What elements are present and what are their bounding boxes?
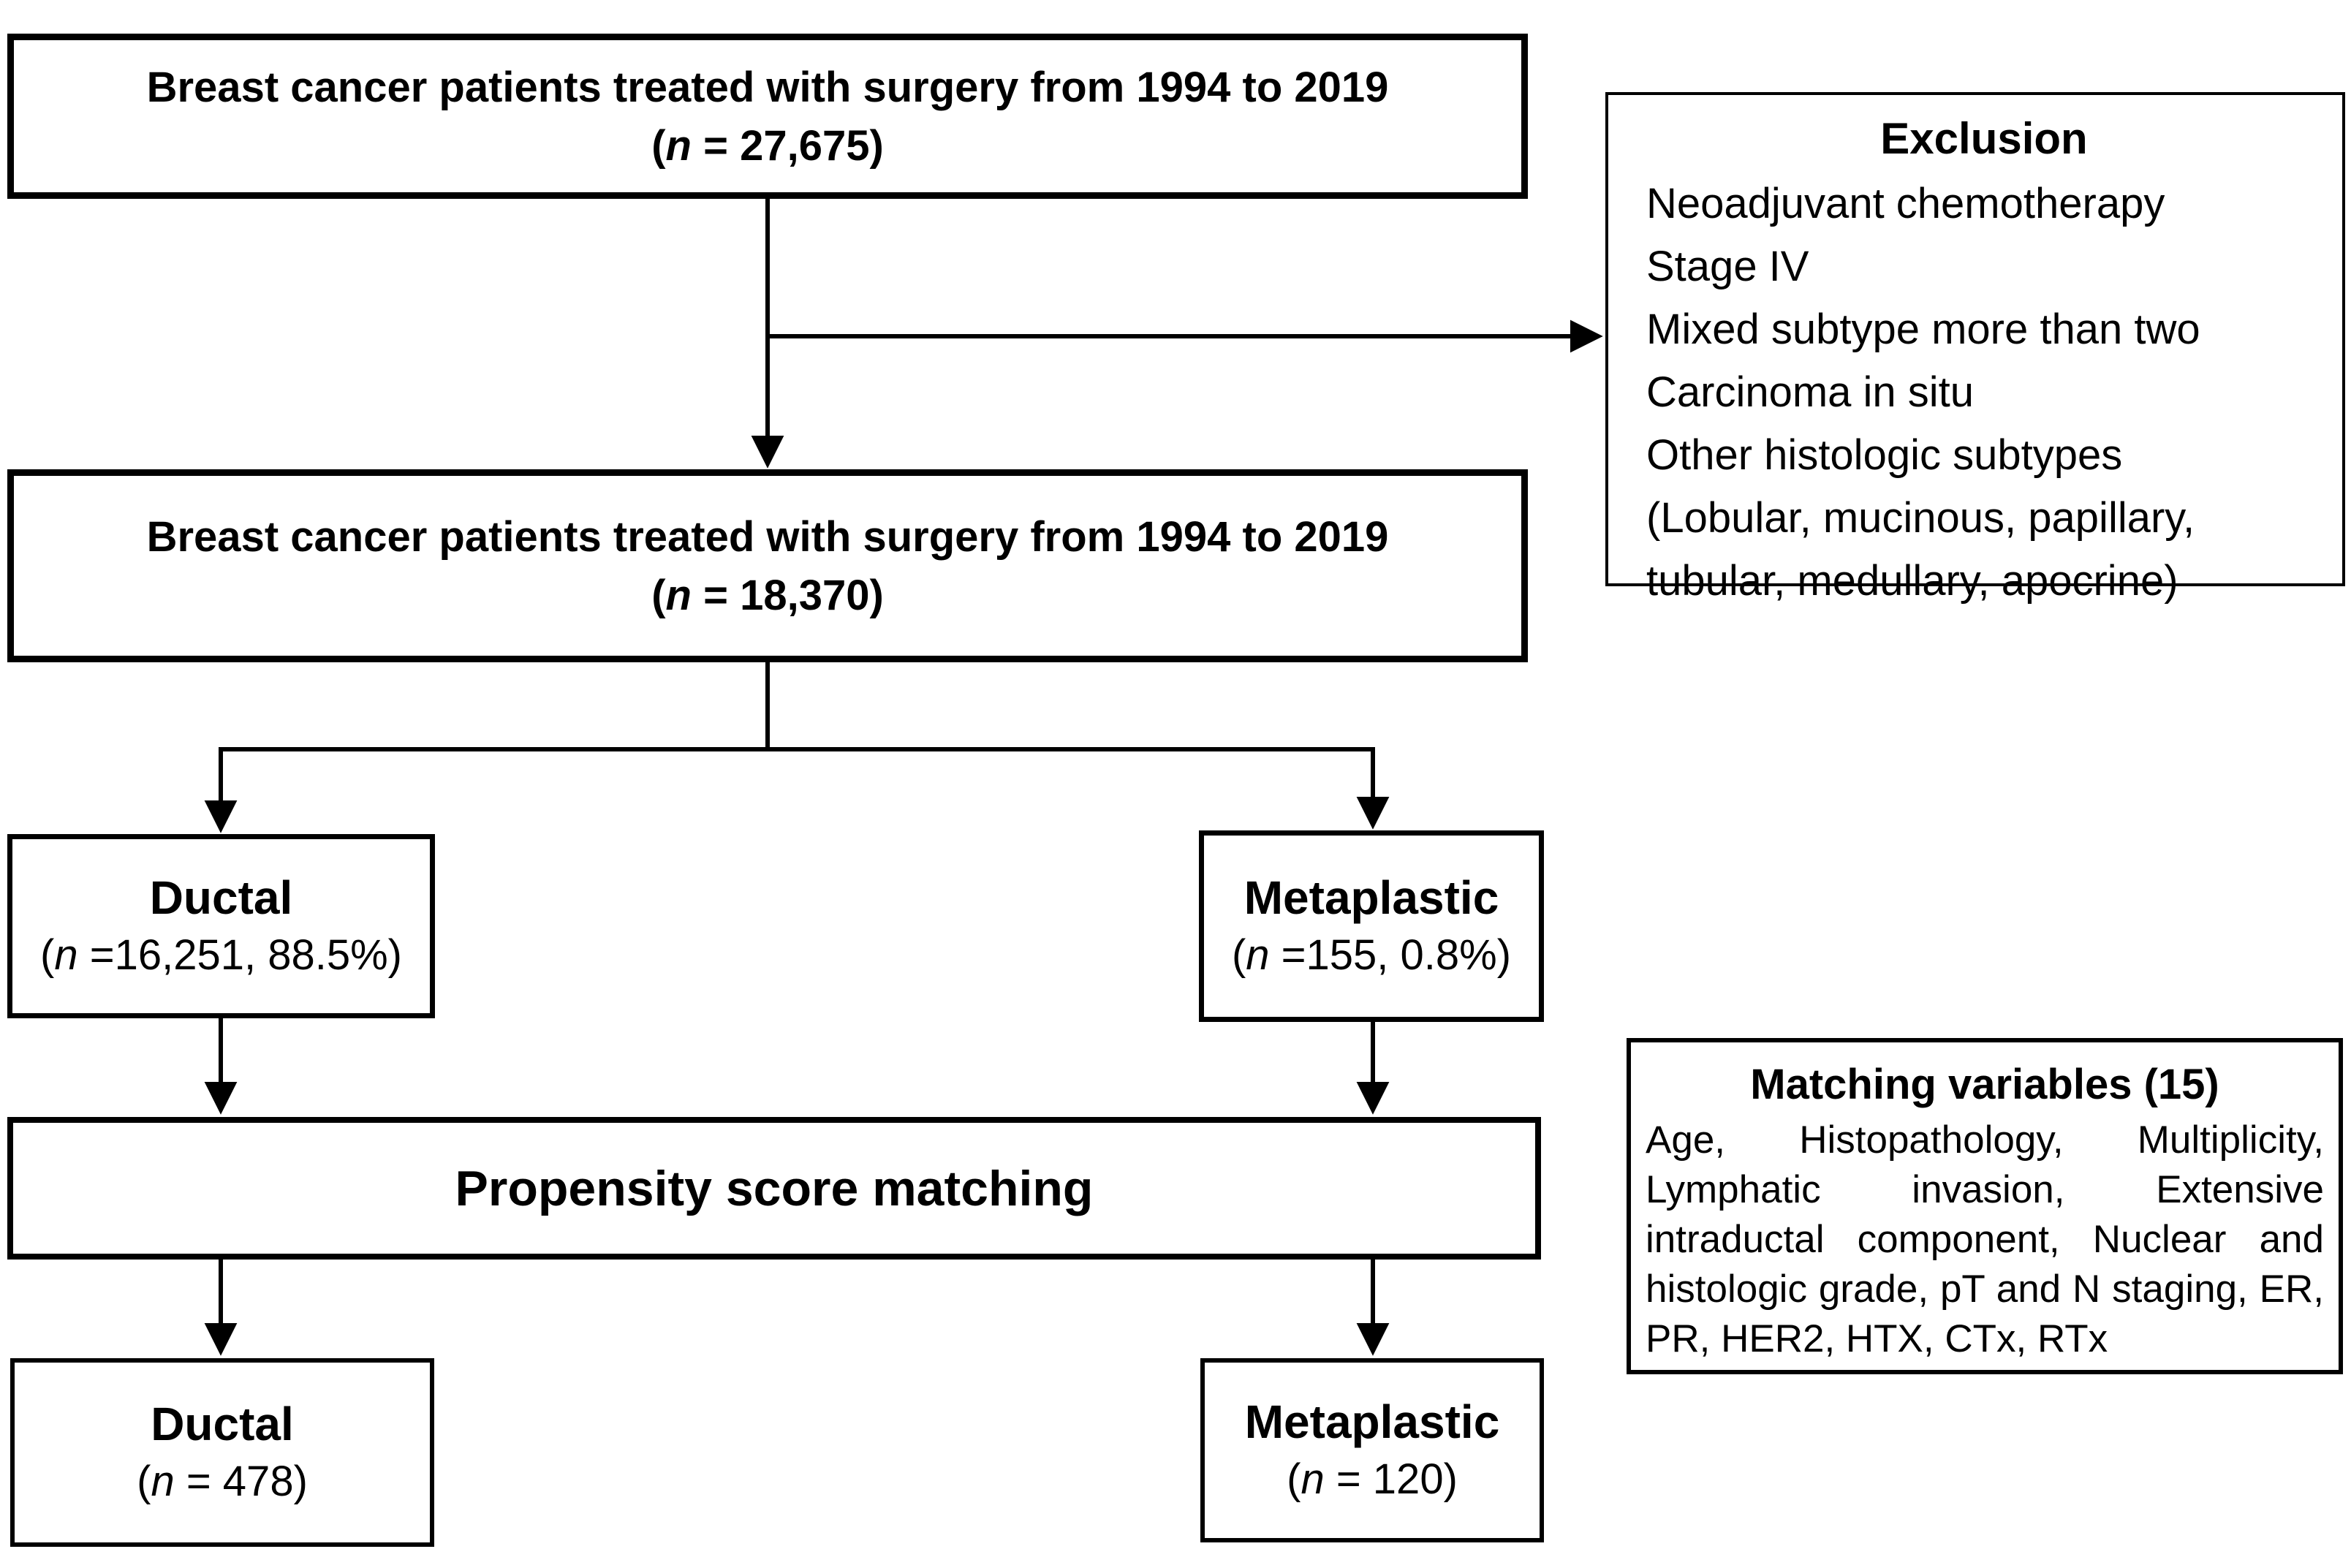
exclusion-item: Mixed subtype more than two bbox=[1646, 306, 2200, 353]
exclusion-item: tubular, medullary, apocrine) bbox=[1646, 557, 2178, 605]
exclusion-item: Other histologic subtypes bbox=[1646, 431, 2123, 479]
matching-variables-box: Matching variables (15) Age, Histopathol… bbox=[1627, 1038, 2343, 1374]
exclusion-box: Exclusion Neoadjuvant chemotherapy Stage… bbox=[1605, 92, 2345, 605]
metaplastic-matched-n: (n = 120) bbox=[1287, 1455, 1458, 1503]
matching-variables-title: Matching variables (15) bbox=[1750, 1061, 2219, 1108]
filtered-cohort-box: Breast cancer patients treated with surg… bbox=[7, 469, 1528, 662]
ductal-matched-box: Ductal (n = 478) bbox=[10, 1358, 434, 1547]
matching-variables-body: Age, Histopathology, Multiplicity, Lymph… bbox=[1646, 1118, 2324, 1360]
ductal-unmatched-box: Ductal (n =16,251, 88.5%) bbox=[7, 834, 435, 1018]
initial-cohort-title: Breast cancer patients treated with surg… bbox=[146, 64, 1389, 111]
exclusion-item: (Lobular, mucinous, papillary, bbox=[1646, 494, 2195, 542]
exclusion-item: Stage IV bbox=[1646, 243, 1809, 290]
exclusion-item: Neoadjuvant chemotherapy bbox=[1646, 180, 2165, 227]
filtered-cohort-n: (n = 18,370) bbox=[651, 572, 884, 619]
propensity-score-matching-title: Propensity score matching bbox=[455, 1160, 1094, 1216]
exclusion-item: Carcinoma in situ bbox=[1646, 368, 1975, 416]
metaplastic-matched-box: Metaplastic (n = 120) bbox=[1200, 1358, 1544, 1542]
ductal-matched-title: Ductal bbox=[151, 1398, 294, 1450]
filtered-cohort-title: Breast cancer patients treated with surg… bbox=[146, 513, 1389, 561]
ductal-matched-n: (n = 478) bbox=[137, 1458, 308, 1505]
metaplastic-unmatched-box: Metaplastic (n =155, 0.8%) bbox=[1199, 830, 1544, 1022]
exclusion-title: Exclusion bbox=[1880, 114, 2088, 163]
ductal-unmatched-n: (n =16,251, 88.5%) bbox=[40, 931, 402, 979]
metaplastic-unmatched-title: Metaplastic bbox=[1243, 871, 1499, 924]
metaplastic-unmatched-n: (n =155, 0.8%) bbox=[1231, 931, 1512, 979]
initial-cohort-box: Breast cancer patients treated with surg… bbox=[7, 34, 1528, 199]
ductal-unmatched-title: Ductal bbox=[149, 871, 293, 924]
metaplastic-matched-title: Metaplastic bbox=[1244, 1395, 1500, 1448]
initial-cohort-n: (n = 27,675) bbox=[651, 122, 884, 170]
propensity-score-matching-box: Propensity score matching bbox=[7, 1117, 1541, 1260]
